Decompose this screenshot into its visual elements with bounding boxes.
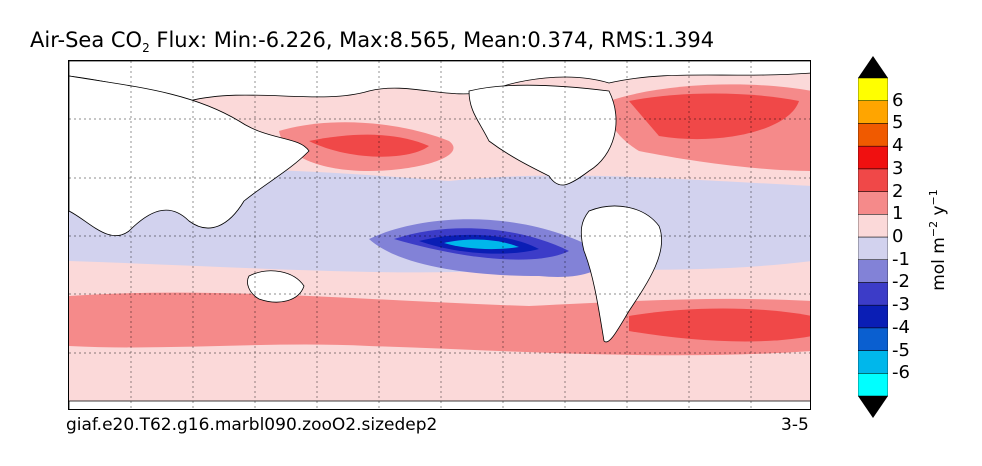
- antarctica: [69, 400, 810, 409]
- colorbar-units: mol m−2 y−1: [927, 189, 949, 291]
- north-atlantic-core: [629, 93, 799, 140]
- colorbar-tick-label: 0: [892, 226, 904, 247]
- north-america: [468, 84, 617, 186]
- colorbar-segment: [858, 100, 888, 124]
- south-america: [580, 205, 663, 343]
- colorbar-tick-label: -6: [892, 362, 910, 384]
- map-canvas: [69, 61, 810, 409]
- colorbar-under-arrow: [858, 396, 888, 418]
- colorbar-tick-label: -1: [892, 248, 910, 270]
- north-pacific-core: [309, 134, 429, 157]
- title-prefix: Air-Sea CO: [30, 28, 143, 52]
- title-stats: Flux: Min:-6.226, Max:8.565, Mean:0.374,…: [149, 28, 715, 52]
- colorbar-tick-label: 1: [892, 203, 904, 225]
- colorbar-over-arrow: [858, 56, 888, 78]
- colorbar-tick-label: 4: [892, 135, 904, 157]
- colorbar-tick-label: 2: [892, 180, 904, 202]
- title-subscript: 2: [142, 41, 150, 56]
- colorbar-segment: [858, 168, 888, 192]
- colorbar-segment: [858, 327, 888, 351]
- colorbar-tick-label: 6: [892, 89, 904, 111]
- graticule: [69, 61, 810, 409]
- colorbar-segment: [858, 145, 888, 170]
- colorbar: [858, 56, 888, 418]
- colorbar-segment: [858, 350, 888, 374]
- colorbar-segment: [858, 214, 888, 238]
- panel-id: 3-5: [781, 415, 809, 435]
- run-caption: giaf.e20.T62.g16.marbl090.zooO2.sizedep2: [66, 415, 438, 435]
- colorbar-segment: [858, 373, 888, 397]
- flux-map: [68, 60, 811, 410]
- land-masses: [69, 61, 810, 409]
- colorbar-segment: [858, 282, 888, 306]
- southern-ocean-core: [629, 308, 810, 342]
- colorbar-segment: [858, 123, 888, 147]
- colorbar-tick-label: 5: [892, 112, 904, 134]
- colorbar-segment: [858, 259, 888, 283]
- eq-pacific-core: [444, 239, 519, 250]
- colorbar-segment: [858, 191, 888, 215]
- colorbar-tick-label: 3: [892, 157, 904, 179]
- colorbar-tick-label: -2: [892, 271, 910, 293]
- colorbar-segment: [858, 236, 888, 260]
- colorbar-segment: [858, 304, 888, 329]
- colorbar-tick-label: -5: [892, 339, 910, 361]
- eurasia-africa-west: [69, 75, 310, 237]
- colorbar-tick-label: -3: [892, 294, 910, 316]
- colorbar-tick-label: -4: [892, 316, 910, 338]
- plot-title: Air-Sea CO2 Flux: Min:-6.226, Max:8.565,…: [30, 28, 714, 55]
- colorbar-segment: [858, 77, 888, 101]
